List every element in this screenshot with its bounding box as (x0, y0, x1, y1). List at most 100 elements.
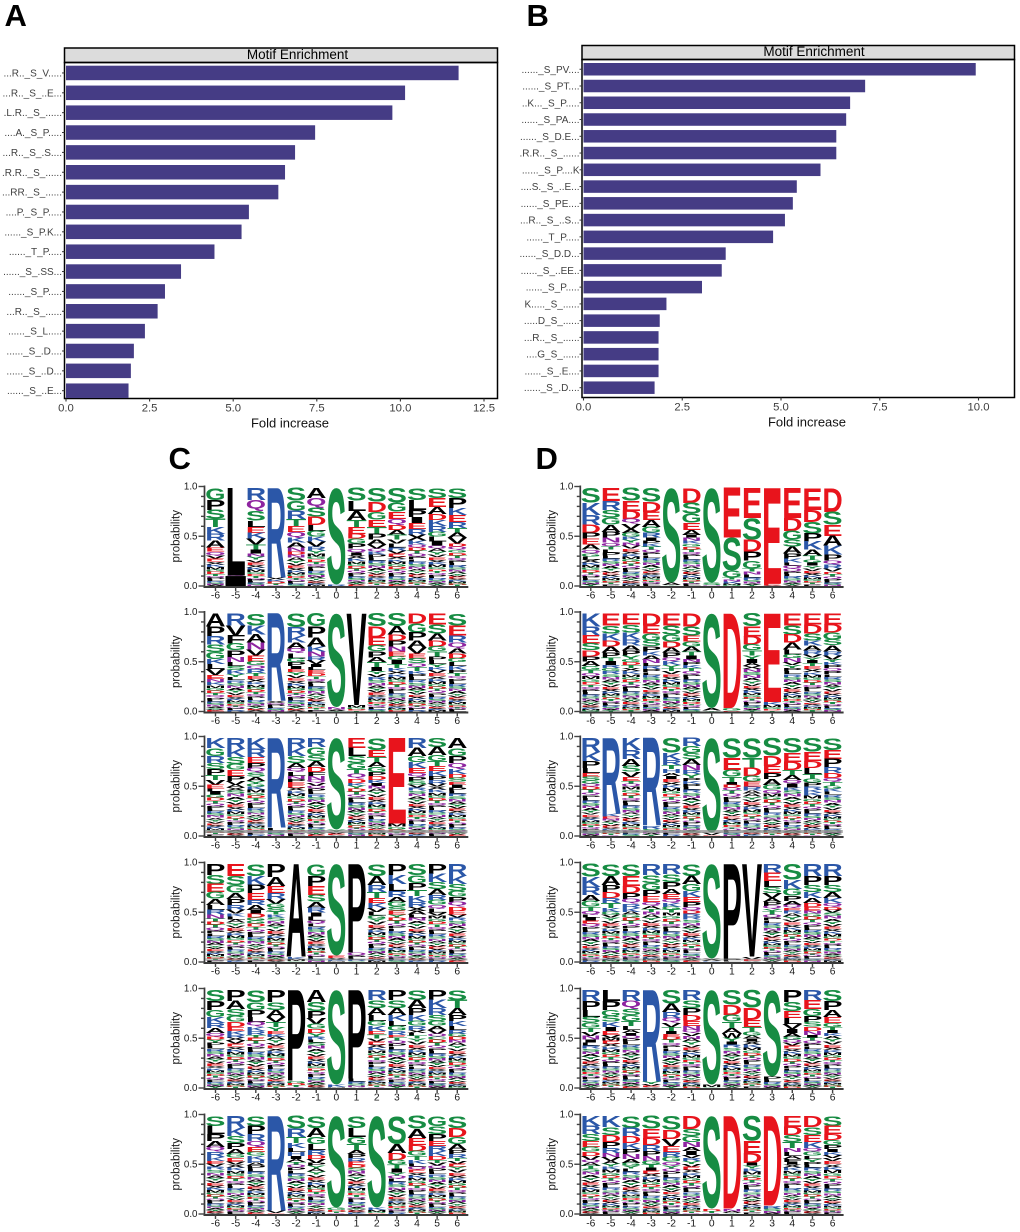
svg-text:E: E (722, 473, 742, 554)
svg-text:P: P (447, 1069, 467, 1072)
svg-text:K: K (641, 1176, 662, 1180)
svg-text:D: D (802, 1194, 822, 1197)
svg-text:A: A (387, 528, 408, 536)
svg-text:......_S_PE....: ......_S_PE.... (521, 199, 580, 210)
svg-text:R: R (641, 963, 661, 1111)
svg-text:N: N (661, 1212, 681, 1214)
svg-text:T: T (427, 1078, 448, 1080)
svg-text:Y: Y (346, 582, 366, 584)
svg-text:D: D (246, 795, 266, 799)
svg-text:M: M (581, 820, 601, 823)
svg-text:R: R (306, 546, 327, 552)
svg-text:0.0: 0.0 (184, 581, 198, 592)
svg-text:G: G (246, 917, 266, 922)
svg-text:Y: Y (205, 819, 225, 822)
svg-text:E: E (722, 755, 742, 774)
svg-text:M: M (306, 1213, 326, 1215)
svg-text:T: T (621, 829, 642, 831)
svg-text:Q: Q (387, 923, 407, 926)
svg-text:D: D (306, 951, 326, 954)
svg-text:K....._S_......: K....._S_...... (524, 299, 579, 310)
svg-text:K: K (427, 518, 447, 528)
svg-text:K: K (387, 668, 408, 673)
svg-text:Y: Y (226, 798, 247, 803)
svg-text:K: K (742, 1044, 763, 1048)
svg-text:R: R (367, 819, 388, 822)
svg-text:R: R (641, 666, 662, 671)
svg-text:E: E (306, 1176, 326, 1181)
svg-text:N: N (581, 805, 601, 809)
svg-text:R: R (681, 1070, 702, 1073)
svg-text:E: E (762, 825, 782, 828)
svg-text:E: E (387, 650, 407, 658)
svg-text:L: L (205, 1045, 225, 1050)
svg-text:X: X (427, 824, 448, 827)
svg-text:T: T (306, 1192, 327, 1195)
svg-text:S: S (387, 961, 407, 963)
svg-text:Q: Q (822, 942, 842, 944)
svg-text:V: V (641, 569, 662, 572)
svg-text:-4: -4 (251, 1093, 260, 1104)
svg-text:T: T (266, 1087, 287, 1089)
svg-text:K: K (802, 1140, 822, 1150)
svg-text:3: 3 (769, 841, 775, 852)
svg-text:Y: Y (447, 1045, 468, 1050)
svg-text:M: M (742, 809, 762, 813)
svg-text:R: R (681, 916, 702, 921)
svg-text:A: A (782, 1155, 803, 1160)
svg-text:R: R (205, 935, 226, 939)
svg-text:Q: Q (407, 772, 427, 777)
svg-text:5: 5 (810, 841, 816, 852)
svg-text:I: I (581, 917, 601, 922)
svg-text:-6: -6 (211, 967, 220, 978)
svg-text:N: N (447, 1076, 467, 1079)
svg-text:V: V (661, 942, 682, 945)
svg-text:Y: Y (387, 1172, 408, 1177)
svg-text:A: A (822, 1035, 843, 1040)
svg-text:E: E (802, 1212, 822, 1214)
svg-text:V: V (306, 1174, 327, 1179)
svg-text:K: K (641, 693, 662, 696)
svg-text:L: L (581, 929, 601, 933)
svg-text:T: T (346, 791, 367, 796)
svg-text:T: T (621, 681, 642, 685)
svg-text:D: D (447, 1213, 467, 1215)
svg-text:L: L (601, 555, 621, 559)
svg-text:S: S (681, 624, 701, 638)
svg-text:R: R (407, 900, 428, 908)
svg-text:G: G (427, 531, 447, 539)
svg-text:X: X (306, 701, 327, 704)
svg-text:P: P (286, 661, 306, 668)
svg-text:G: G (621, 658, 641, 663)
svg-text:X: X (367, 576, 388, 579)
svg-text:Y: Y (246, 1181, 267, 1185)
svg-text:A: A (782, 796, 802, 800)
svg-text:S: S (407, 1113, 427, 1133)
svg-text:Q: Q (286, 1202, 306, 1204)
svg-text:A: A (346, 581, 366, 583)
svg-text:R: R (641, 712, 661, 853)
svg-text:K: K (427, 825, 448, 827)
svg-text:T: T (367, 1034, 388, 1041)
svg-text:A: A (581, 1174, 601, 1178)
svg-text:X: X (581, 1184, 602, 1188)
svg-text:Y: Y (407, 1202, 427, 1205)
svg-text:L: L (407, 948, 427, 951)
svg-text:probability: probability (546, 760, 558, 813)
svg-text:G: G (246, 920, 266, 925)
svg-text:D: D (822, 906, 842, 911)
svg-text:-3: -3 (647, 967, 656, 978)
svg-text:N: N (226, 1072, 246, 1075)
svg-text:S: S (722, 1047, 742, 1052)
svg-text:S: S (387, 997, 407, 1010)
svg-text:P: P (601, 1140, 621, 1150)
svg-text:S: S (226, 827, 246, 829)
svg-text:-3: -3 (271, 841, 280, 852)
svg-text:G: G (681, 700, 701, 703)
svg-text:D: D (601, 890, 621, 900)
svg-text:A: A (581, 808, 601, 812)
svg-text:N: N (621, 542, 641, 547)
svg-text:K: K (226, 913, 247, 918)
svg-text:V: V (822, 689, 843, 693)
svg-text:S: S (407, 485, 427, 504)
